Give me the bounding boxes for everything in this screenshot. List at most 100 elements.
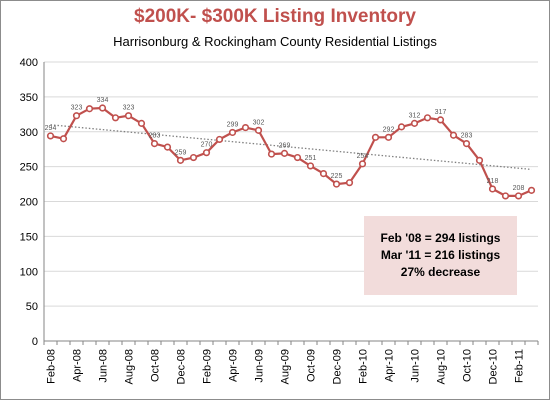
data-point bbox=[449, 131, 458, 139]
data-point bbox=[332, 180, 341, 188]
chart-title: $200K- $300K Listing Inventory bbox=[134, 6, 416, 27]
data-point bbox=[384, 133, 393, 141]
annotation-line-2: Mar '11 = 216 listings bbox=[380, 248, 501, 262]
x-tick-label: Aug-09 bbox=[280, 349, 292, 384]
data-label: 225 bbox=[331, 173, 343, 180]
data-point bbox=[137, 119, 146, 127]
x-tick-label: Jun-10 bbox=[410, 349, 422, 383]
x-tick-label: Apr-10 bbox=[384, 349, 396, 382]
y-tick-label: 50 bbox=[26, 301, 38, 313]
x-tick-label: Apr-08 bbox=[72, 349, 84, 382]
gridlines bbox=[44, 61, 538, 307]
x-tick-label: Aug-10 bbox=[436, 349, 448, 384]
data-point bbox=[176, 156, 185, 164]
annotation-line-3: 27% decrease bbox=[400, 265, 481, 279]
data-point bbox=[59, 135, 68, 143]
data-point bbox=[527, 186, 536, 194]
x-tick-label: Feb-08 bbox=[46, 349, 58, 384]
data-point bbox=[488, 185, 497, 193]
data-point bbox=[397, 123, 406, 131]
data-point bbox=[319, 170, 328, 178]
data-point bbox=[241, 123, 250, 132]
annotation-box: Feb '08 = 294 listings Mar '11 = 216 lis… bbox=[364, 216, 517, 295]
x-tick-label: Aug-08 bbox=[124, 349, 136, 384]
data-label: 270 bbox=[201, 142, 213, 149]
y-axis: 0 50 100 150 200 250 300 350 400 bbox=[20, 57, 45, 348]
x-axis: Feb-08 Apr-08 Jun-08 Aug-08 Oct-08 Dec-08 Feb-… bbox=[43, 340, 539, 384]
data-point bbox=[293, 153, 302, 162]
data-label: 323 bbox=[123, 105, 135, 112]
x-tick-label: Feb-09 bbox=[202, 349, 214, 384]
chart-subtitle: Harrisonburg & Rockingham County Residen… bbox=[113, 34, 437, 49]
data-point bbox=[189, 153, 198, 162]
data-label: 312 bbox=[409, 112, 421, 119]
data-point bbox=[501, 192, 510, 200]
data-label: 218 bbox=[487, 178, 499, 185]
x-tick-label: Feb-10 bbox=[358, 349, 370, 384]
data-point bbox=[85, 105, 94, 113]
data-point bbox=[410, 119, 419, 127]
x-tick-label: Feb-11 bbox=[514, 349, 526, 383]
data-point bbox=[358, 160, 367, 168]
data-label: 259 bbox=[175, 149, 187, 156]
x-tick-label: Jun-08 bbox=[98, 349, 110, 383]
data-point bbox=[462, 140, 471, 148]
data-point bbox=[150, 140, 159, 148]
data-label: 208 bbox=[513, 185, 525, 192]
data-point bbox=[514, 192, 523, 200]
data-point bbox=[423, 114, 432, 122]
data-point bbox=[98, 104, 107, 112]
y-tick-label: 150 bbox=[20, 231, 38, 243]
data-label: 317 bbox=[435, 109, 447, 116]
data-label: 251 bbox=[305, 155, 317, 162]
data-label: 299 bbox=[227, 121, 239, 128]
data-point bbox=[280, 149, 289, 157]
data-label: 302 bbox=[253, 119, 265, 126]
x-tick-label: Dec-10 bbox=[488, 349, 500, 384]
data-point bbox=[475, 156, 484, 164]
trendline bbox=[50, 124, 532, 171]
data-point bbox=[111, 114, 120, 122]
y-tick-label: 200 bbox=[20, 197, 38, 209]
y-tick-label: 300 bbox=[20, 127, 38, 139]
data-point bbox=[436, 116, 445, 124]
data-point bbox=[371, 133, 380, 141]
x-tick-label: Dec-09 bbox=[332, 349, 344, 384]
data-labels: 294 323 334 323 283 259 270 299 302 269 251 225 254 2… bbox=[45, 97, 525, 192]
data-label: 254 bbox=[357, 153, 369, 160]
y-tick-label: 100 bbox=[20, 266, 38, 278]
y-tick-label: 0 bbox=[32, 336, 38, 348]
annotation-line-1: Feb '08 = 294 listings bbox=[380, 231, 501, 245]
x-tick-label: Oct-10 bbox=[462, 349, 474, 382]
data-point bbox=[254, 126, 263, 134]
y-tick-label: 250 bbox=[20, 162, 38, 174]
data-point bbox=[215, 135, 224, 144]
data-point bbox=[124, 112, 133, 120]
data-label: 323 bbox=[71, 105, 83, 112]
data-label: 283 bbox=[461, 133, 473, 140]
x-tick-label: Jun-09 bbox=[254, 349, 266, 383]
y-tick-label: 350 bbox=[20, 92, 38, 104]
data-point bbox=[72, 112, 81, 120]
data-label: 334 bbox=[97, 97, 109, 104]
series-layer bbox=[46, 104, 536, 200]
data-label: 283 bbox=[149, 133, 161, 140]
data-point bbox=[267, 150, 276, 158]
data-point bbox=[228, 128, 237, 137]
data-point bbox=[163, 143, 172, 151]
data-label: 292 bbox=[383, 126, 395, 133]
x-tick-label: Dec-08 bbox=[176, 349, 188, 384]
data-point bbox=[345, 179, 354, 187]
data-point bbox=[46, 132, 55, 140]
x-tick-label: Apr-09 bbox=[228, 349, 240, 382]
data-point bbox=[202, 149, 211, 157]
data-label: 269 bbox=[279, 142, 291, 149]
y-tick-label: 400 bbox=[20, 57, 38, 69]
data-label: 294 bbox=[45, 125, 57, 132]
trendline-layer bbox=[50, 124, 532, 171]
x-tick-label: Oct-08 bbox=[150, 349, 162, 382]
series-line bbox=[50, 106, 532, 197]
x-tick-label: Oct-09 bbox=[306, 349, 318, 382]
